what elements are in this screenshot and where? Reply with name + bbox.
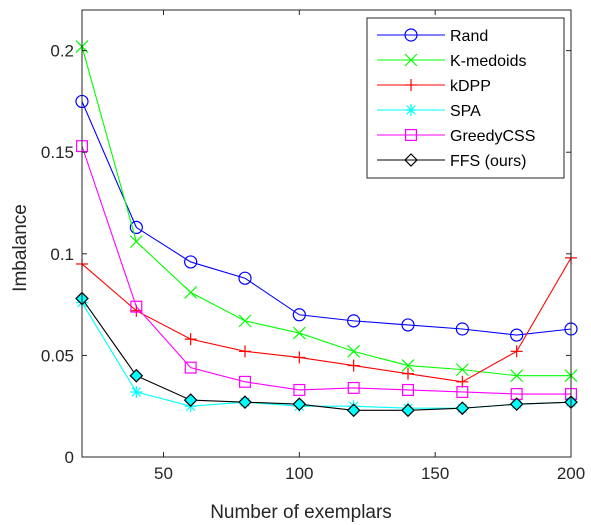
y-tick-label-0-1: 0.1: [50, 245, 74, 264]
series-line-ffs-ours: [81, 298, 572, 411]
legend-label-ffs-ours: FFS (ours): [450, 153, 526, 170]
point-ffs-ours-5: [346, 403, 361, 418]
legend-entry-greedycss: GreedyCSS: [377, 128, 535, 145]
point-spa-1-d2: [131, 387, 142, 397]
point-greedycss-1: [130, 300, 143, 313]
point-rand-6: [401, 318, 415, 332]
point-kdpp-7: [456, 375, 469, 388]
point-ffs-ours-4: [292, 397, 307, 412]
series-line-kdpp: [81, 257, 572, 383]
point-greedycss-3: [239, 375, 252, 388]
point-k-medoids-8: [510, 369, 524, 383]
legend-marker-k-medoids-b: [404, 53, 418, 67]
point-k-medoids-2-b: [184, 285, 198, 299]
point-k-medoids-5-b: [347, 344, 361, 358]
axes-layer: [81, 9, 572, 458]
point-ffs-ours-2: [183, 393, 198, 407]
point-ffs-ours-7: [455, 401, 470, 416]
point-kdpp-8: [510, 345, 523, 358]
point-k-medoids-3: [238, 314, 252, 328]
point-k-medoids-5: [347, 344, 361, 358]
legend-label-k-medoids: K-medoids: [450, 53, 526, 70]
legend-label-greedycss: GreedyCSS: [450, 128, 535, 145]
legend-marker-kdpp: [405, 79, 417, 91]
legend-marker-ffs-ours: [404, 153, 418, 167]
y-axis-label: Imbalance: [10, 204, 31, 292]
legend-entry-kdpp: kDPP: [377, 78, 491, 95]
legend-entry-spa: SPA: [377, 103, 481, 120]
x-tick-label-100: 100: [285, 464, 313, 483]
point-greedycss-4: [293, 383, 306, 396]
point-ffs-ours-1: [129, 368, 144, 383]
point-k-medoids-4: [292, 326, 306, 340]
legend-label-kdpp: kDPP: [450, 78, 491, 95]
series-ffs-ours: [75, 291, 578, 418]
legend-marker-spa-d2: [406, 105, 416, 115]
legend-marker-spa: [405, 104, 417, 116]
point-ffs-ours-3: [238, 395, 252, 409]
point-rand-8: [510, 328, 524, 342]
point-rand-3: [238, 271, 252, 285]
series-line-greedycss: [81, 145, 571, 395]
point-k-medoids-3-b: [238, 314, 252, 328]
point-k-medoids-2: [184, 285, 198, 299]
legend: Rand K-medoids kDPP SPA GreedyCSS FFS (ours): [366, 17, 565, 179]
series-layer: [75, 40, 578, 418]
legend-entry-rand: Rand: [377, 28, 488, 45]
point-ffs-ours-6: [401, 403, 415, 418]
y-tick-label-0-05: 0.05: [41, 346, 74, 365]
point-kdpp-6: [402, 367, 414, 380]
x-axis-label: Number of exemplars: [210, 502, 392, 523]
y-tick-label-0-15: 0.15: [41, 143, 74, 162]
y-tick-label-0-2: 0.2: [50, 42, 74, 61]
legend-label-spa: SPA: [450, 103, 481, 120]
legend-marker-greedycss: [405, 129, 418, 142]
legend-entry-k-medoids: K-medoids: [377, 53, 526, 70]
point-rand-1: [129, 220, 143, 235]
point-greedycss-7: [456, 385, 469, 398]
point-kdpp-5: [347, 359, 360, 372]
point-rand-7: [455, 322, 469, 336]
series-line-k-medoids: [81, 46, 571, 377]
point-greedycss-5: [347, 381, 360, 394]
point-k-medoids-6: [401, 359, 415, 372]
legend-marker-k-medoids: [404, 53, 418, 67]
point-rand-5: [347, 314, 361, 328]
point-k-medoids-4-b: [292, 326, 306, 340]
point-kdpp-4: [293, 351, 306, 364]
point-ffs-ours-8: [509, 397, 524, 412]
point-spa-1: [130, 385, 143, 398]
point-kdpp-2: [184, 333, 197, 346]
ticks-layer: 50 100 150 200 0 0.05 0.1 0.15 0.2: [41, 10, 585, 483]
x-tick-label-50: 50: [154, 464, 173, 483]
point-greedycss-2: [184, 361, 197, 374]
point-k-medoids-8-b: [510, 369, 524, 383]
point-greedycss-6: [402, 383, 415, 396]
series-greedycss: [75, 140, 577, 401]
point-k-medoids-7-b: [455, 363, 469, 377]
legend-label-rand: Rand: [450, 28, 488, 45]
point-k-medoids-1: [129, 235, 143, 249]
series-line-rand: [81, 101, 572, 336]
point-kdpp-3: [239, 345, 251, 358]
point-k-medoids-6-b: [401, 359, 415, 372]
legend-entry-ffs-ours: FFS (ours): [377, 153, 526, 170]
axes-box: [81, 9, 572, 458]
point-k-medoids-1-b: [129, 235, 143, 249]
x-tick-label-150: 150: [421, 464, 449, 483]
y-tick-label-0: 0: [65, 448, 74, 467]
legend-marker-rand: [404, 28, 418, 42]
point-rand-2: [184, 255, 198, 269]
point-rand-4: [292, 308, 306, 322]
x-tick-label-200: 200: [557, 464, 585, 483]
legend-box: [366, 17, 565, 179]
point-k-medoids-7: [455, 363, 469, 377]
